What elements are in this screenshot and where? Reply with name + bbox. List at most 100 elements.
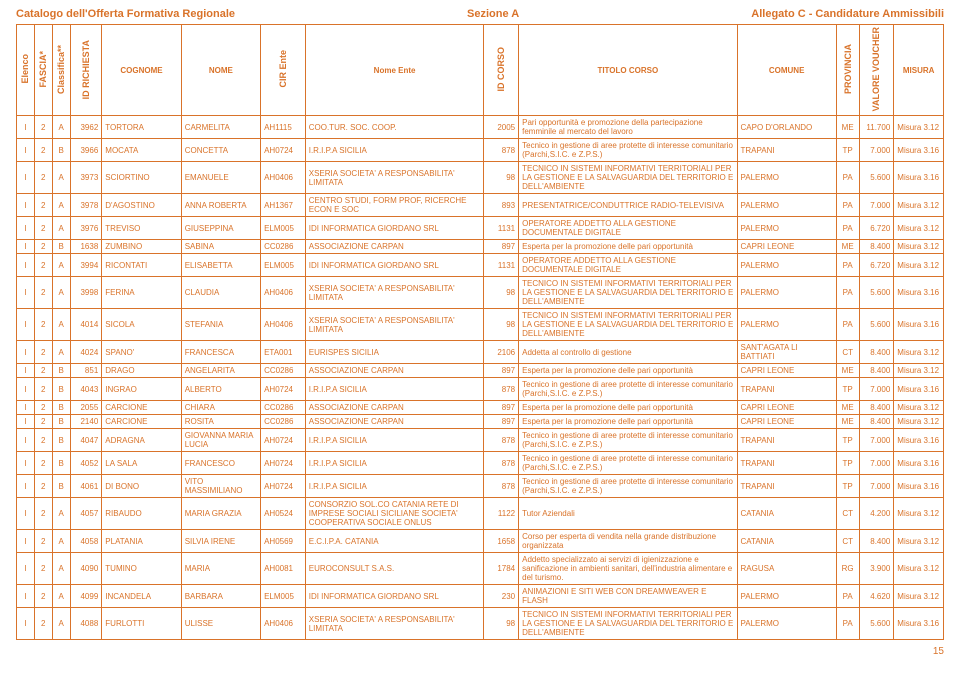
table-cell: TRAPANI <box>737 378 836 401</box>
table-cell: Tecnico in gestione di aree protette di … <box>519 139 737 162</box>
table-cell: 897 <box>484 240 519 254</box>
table-cell: 2 <box>34 217 52 240</box>
table-cell: ME <box>836 415 859 429</box>
table-cell: Misura 3.12 <box>894 585 944 608</box>
table-cell: I <box>17 309 35 341</box>
table-cell: 6.720 <box>859 254 894 277</box>
table-cell: 4014 <box>70 309 102 341</box>
column-header: COGNOME <box>102 25 181 116</box>
table-cell: PA <box>836 309 859 341</box>
table-cell: FERINA <box>102 277 181 309</box>
column-header: ID RICHIESTA <box>70 25 102 116</box>
table-cell: XSERIA SOCIETA' A RESPONSABILITA' LIMITA… <box>305 608 484 640</box>
table-row: I2A4058PLATANIASILVIA IRENEAH0569E.C.I.P… <box>17 530 944 553</box>
table-cell: PA <box>836 162 859 194</box>
table-cell: CAPRI LEONE <box>737 415 836 429</box>
table-cell: AH0724 <box>261 452 306 475</box>
table-cell: FRANCESCA <box>181 341 260 364</box>
table-cell: PALERMO <box>737 254 836 277</box>
table-cell: Corso per esperta di vendita nella grand… <box>519 530 737 553</box>
table-cell: 3994 <box>70 254 102 277</box>
table-cell: 5.600 <box>859 277 894 309</box>
column-header: NOME <box>181 25 260 116</box>
table-cell: Misura 3.16 <box>894 277 944 309</box>
table-cell: 2 <box>34 415 52 429</box>
header-right: Allegato C - Candidature Ammissibili <box>751 8 944 20</box>
table-cell: 2 <box>34 401 52 415</box>
table-cell: A <box>52 585 70 608</box>
table-cell: PALERMO <box>737 608 836 640</box>
page-header: Catalogo dell'Offerta Formativa Regional… <box>16 8 944 20</box>
table-cell: 2 <box>34 364 52 378</box>
table-cell: AH1367 <box>261 194 306 217</box>
table-cell: Misura 3.16 <box>894 452 944 475</box>
table-cell: Misura 3.12 <box>894 364 944 378</box>
table-cell: 4052 <box>70 452 102 475</box>
table-cell: 4090 <box>70 553 102 585</box>
table-row: I2A4057RIBAUDOMARIA GRAZIAAH0524CONSORZI… <box>17 498 944 530</box>
column-header: FASCIA* <box>34 25 52 116</box>
table-cell: 1638 <box>70 240 102 254</box>
table-row: I2A4099INCANDELABARBARAELM005IDI INFORMA… <box>17 585 944 608</box>
table-cell: 8.400 <box>859 341 894 364</box>
table-cell: 7.000 <box>859 194 894 217</box>
table-cell: 98 <box>484 309 519 341</box>
table-cell: 2 <box>34 116 52 139</box>
table-cell: MARIA GRAZIA <box>181 498 260 530</box>
table-cell: 2 <box>34 139 52 162</box>
table-cell: AH0569 <box>261 530 306 553</box>
table-cell: 878 <box>484 139 519 162</box>
table-cell: 2 <box>34 378 52 401</box>
table-cell: AH0406 <box>261 309 306 341</box>
table-cell: CENTRO STUDI, FORM PROF, RICERCHE ECON E… <box>305 194 484 217</box>
table-cell: Addetta al controllo di gestione <box>519 341 737 364</box>
table-cell: I <box>17 585 35 608</box>
table-cell: AH0406 <box>261 277 306 309</box>
table-cell: Misura 3.12 <box>894 553 944 585</box>
table-cell: ELM005 <box>261 217 306 240</box>
table-cell: 3973 <box>70 162 102 194</box>
table-cell: ALBERTO <box>181 378 260 401</box>
table-cell: PRESENTATRICE/CONDUTTRICE RADIO-TELEVISI… <box>519 194 737 217</box>
table-cell: 2 <box>34 240 52 254</box>
table-cell: SABINA <box>181 240 260 254</box>
table-cell: TP <box>836 475 859 498</box>
table-cell: Tutor Aziendali <box>519 498 737 530</box>
table-cell: CATANIA <box>737 498 836 530</box>
page-number: 15 <box>16 646 944 657</box>
table-cell: I <box>17 364 35 378</box>
table-cell: 3.900 <box>859 553 894 585</box>
table-cell: TECNICO IN SISTEMI INFORMATIVI TERRITORI… <box>519 608 737 640</box>
table-row: I2B4061DI BONOVITO MASSIMILIANOAH0724I.R… <box>17 475 944 498</box>
table-cell: 1131 <box>484 217 519 240</box>
table-cell: CT <box>836 530 859 553</box>
table-cell: TRAPANI <box>737 139 836 162</box>
table-cell: 2055 <box>70 401 102 415</box>
table-cell: ELM005 <box>261 254 306 277</box>
table-cell: TP <box>836 139 859 162</box>
table-cell: 2 <box>34 341 52 364</box>
table-cell: EUROCONSULT S.A.S. <box>305 553 484 585</box>
table-cell: PLATANIA <box>102 530 181 553</box>
table-cell: B <box>52 475 70 498</box>
table-cell: SCIORTINO <box>102 162 181 194</box>
table-cell: 7.000 <box>859 139 894 162</box>
table-row: I2A3994RICONTATIELISABETTAELM005IDI INFO… <box>17 254 944 277</box>
table-cell: CAPO D'ORLANDO <box>737 116 836 139</box>
table-cell: TREVISO <box>102 217 181 240</box>
table-cell: 1131 <box>484 254 519 277</box>
table-cell: A <box>52 162 70 194</box>
table-cell: CC0286 <box>261 415 306 429</box>
table-cell: 1784 <box>484 553 519 585</box>
table-cell: ELISABETTA <box>181 254 260 277</box>
table-cell: CHIARA <box>181 401 260 415</box>
table-cell: A <box>52 341 70 364</box>
table-cell: PALERMO <box>737 309 836 341</box>
table-cell: I <box>17 277 35 309</box>
table-cell: GIUSEPPINA <box>181 217 260 240</box>
table-cell: SICOLA <box>102 309 181 341</box>
table-cell: 230 <box>484 585 519 608</box>
table-cell: E.C.I.P.A. CATANIA <box>305 530 484 553</box>
table-cell: ME <box>836 401 859 415</box>
table-row: I2B4043INGRAOALBERTOAH0724I.R.I.P.A SICI… <box>17 378 944 401</box>
